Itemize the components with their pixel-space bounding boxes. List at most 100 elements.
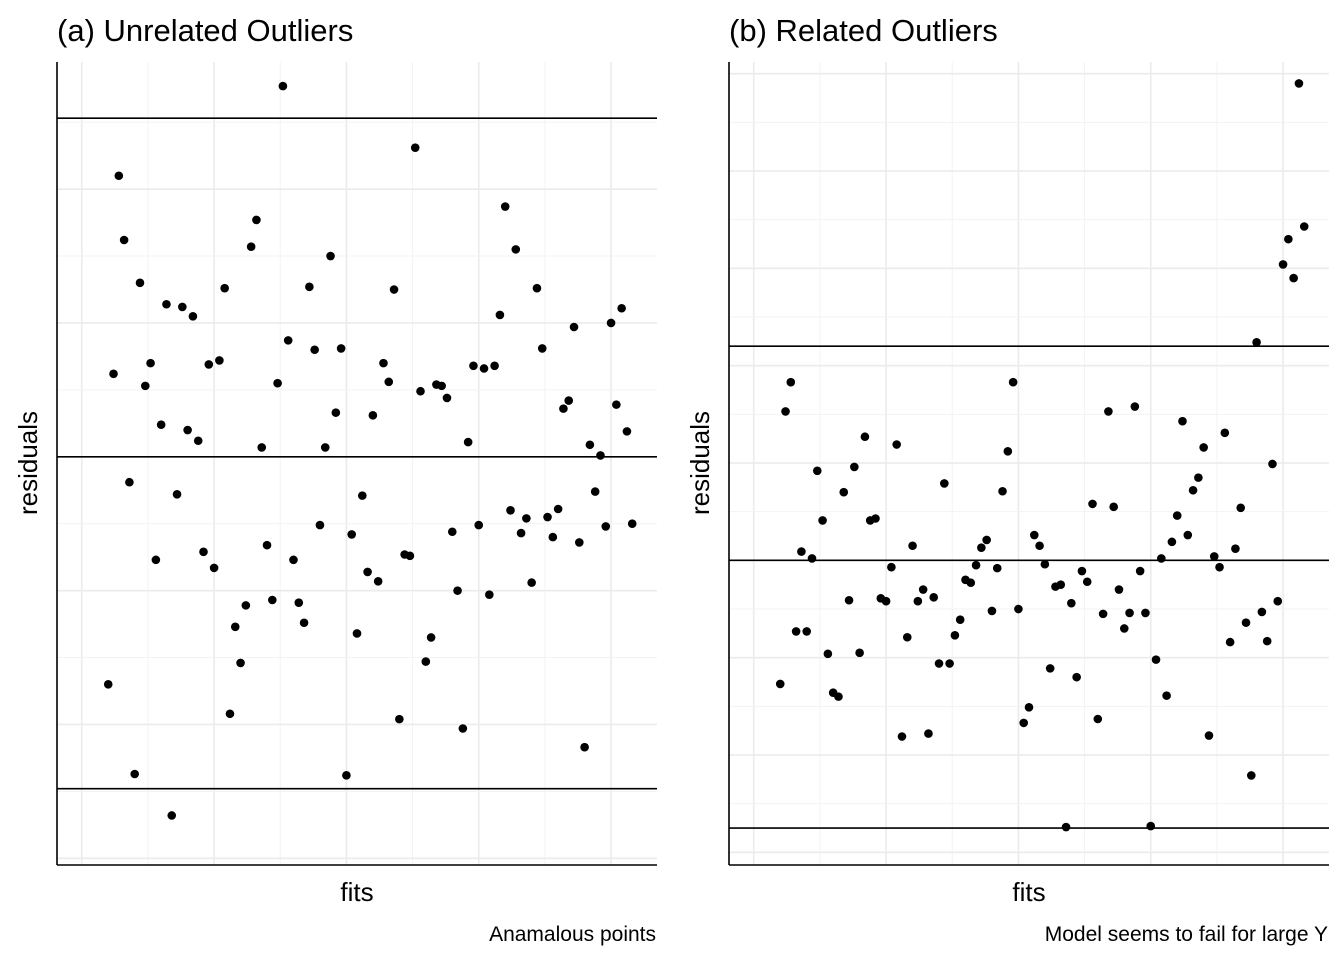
panel-b-points	[775, 79, 1309, 832]
panel-a-data-point	[469, 361, 478, 371]
panel-b-data-point	[1209, 552, 1219, 561]
panel-b-data-point	[950, 630, 960, 640]
panel-b-data-point	[1104, 407, 1113, 416]
panel-b-data-point	[1268, 459, 1277, 469]
panel-a-data-point	[612, 400, 621, 409]
panel-a-caption: Anamalous points	[489, 923, 656, 946]
panel-b-data-point	[1130, 402, 1140, 411]
panel-a-data-point	[262, 540, 272, 550]
panel-a-data-point	[379, 358, 388, 368]
panel-b-data-point	[982, 535, 991, 545]
panel-a-data-point	[236, 658, 245, 668]
panel-a-data-point	[178, 302, 187, 312]
panel-b-data-point	[850, 462, 859, 472]
panel-a-data-point	[410, 143, 420, 152]
panel-b-data-point	[1077, 566, 1087, 576]
panel-b-data-point	[1215, 562, 1224, 572]
panel-a-data-point	[405, 551, 415, 561]
panel-b-data-point	[1167, 537, 1177, 547]
panel-b-data-point	[1082, 577, 1092, 587]
panel-a-data-point	[347, 530, 357, 539]
panel-a-data-point	[310, 345, 319, 355]
panel-a-data-point	[125, 477, 134, 487]
panel-a-data-point	[305, 282, 314, 292]
panel-a-data-point	[162, 299, 171, 309]
panel-b-data-point	[1188, 485, 1198, 495]
panel-a-data-point	[230, 622, 240, 632]
panel-b-title: (b) Related Outliers	[729, 13, 998, 48]
panel-a-data-point	[352, 629, 362, 638]
panel-a-data-point	[172, 489, 182, 499]
panel-a-data-point	[500, 202, 510, 211]
panel-b-data-point	[940, 479, 949, 488]
panel-a-data-point	[590, 487, 600, 496]
panel-a-data-point	[447, 527, 457, 537]
panel-b-data-point	[1194, 473, 1203, 482]
panel-a-data-point	[220, 283, 229, 293]
panel-a-data-point	[368, 411, 378, 420]
panel-b-x-axis-label: fits	[1012, 877, 1045, 907]
panel-a-gridlines	[57, 62, 657, 865]
panel-b-data-point	[1125, 608, 1134, 618]
panel-a-data-point	[363, 567, 372, 577]
panel-a-data-point	[559, 404, 568, 413]
panel-b-data-point	[1204, 731, 1214, 740]
panel-b-data-point	[1093, 714, 1103, 724]
panel-a-data-point	[252, 215, 261, 225]
panel-a-data-point	[416, 386, 425, 396]
panel-b-data-point	[1135, 566, 1145, 576]
panel-b-data-point	[892, 440, 901, 449]
panel-a-y-axis-label: residuals	[13, 411, 43, 515]
panel-a-data-point	[273, 378, 282, 388]
panel-a-data-point	[426, 633, 436, 642]
panel-b-data-point	[1151, 655, 1161, 664]
panel-a-data-point	[299, 618, 309, 628]
panel-a-data-point	[209, 563, 219, 573]
panel-b-data-point	[1061, 822, 1071, 832]
panel-a-data-point	[146, 358, 155, 368]
panel-b-data-point	[1241, 618, 1251, 627]
panel-a-data-point	[585, 440, 595, 450]
panel-b-data-point	[860, 432, 870, 442]
panel-b-data-point	[1056, 580, 1066, 589]
panel-a-title: (a) Unrelated Outliers	[57, 13, 353, 48]
panel-b-data-point	[897, 732, 907, 741]
panel-b-data-point	[971, 560, 981, 570]
panel-b-data-point	[812, 466, 822, 476]
panel-b-data-point	[1178, 416, 1187, 426]
panel-b-data-point	[924, 729, 933, 738]
panel-b-data-point	[918, 585, 928, 594]
panel-a-data-point	[215, 356, 224, 365]
panel-a-data-point	[130, 769, 139, 779]
panel-a-data-point	[627, 519, 637, 529]
panel-b-data-point	[1029, 530, 1039, 540]
panel-b-gridlines	[729, 62, 1329, 865]
panel-a-data-point	[320, 443, 330, 452]
panel-a-data-point	[331, 408, 341, 417]
panel-b-data-point	[855, 648, 864, 658]
panel-a-x-axis-label: fits	[340, 877, 373, 907]
panel-a-data-point	[225, 709, 235, 719]
panel-b-data-point	[1172, 511, 1182, 520]
panel-a-data-point	[458, 724, 468, 733]
panel-b-data-point	[1119, 624, 1129, 633]
panel-b-data-point	[1278, 260, 1288, 269]
panel-b-data-point	[802, 627, 811, 636]
panel-b-data-point	[1231, 544, 1240, 553]
panel-a-data-point	[183, 425, 192, 435]
panel-b-data-point	[987, 606, 997, 616]
panel-a-data-point	[522, 514, 531, 523]
panel-b-data-point	[834, 692, 843, 701]
panel-b-data-point	[1003, 447, 1013, 456]
panel-b-data-point	[775, 679, 785, 689]
panel-b-data-point	[1024, 703, 1034, 712]
panel-a-data-point	[342, 771, 351, 780]
panel-a-data-point	[511, 245, 521, 254]
panel-a-data-point	[119, 235, 129, 245]
panel-b-data-point	[823, 649, 833, 659]
panel-a-data-point	[278, 81, 288, 91]
panel-related-outliers: (b) Related Outliers fits residuals Mode…	[685, 13, 1329, 946]
panel-b-data-point	[887, 562, 896, 572]
panel-a-data-point	[395, 714, 404, 724]
